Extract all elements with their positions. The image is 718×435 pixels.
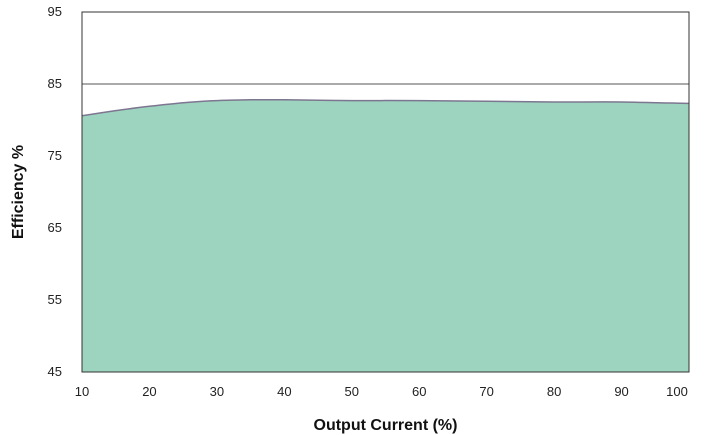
x-tick-label: 20 bbox=[142, 384, 156, 399]
x-axis-ticks: 10 20 30 40 50 60 70 80 90 100 bbox=[75, 384, 688, 399]
x-tick-label: 100 bbox=[666, 384, 688, 399]
x-tick-label: 50 bbox=[345, 384, 359, 399]
y-tick-label: 65 bbox=[48, 220, 62, 235]
y-axis-ticks: 45 55 65 75 85 95 bbox=[48, 4, 62, 379]
x-tick-label: 80 bbox=[547, 384, 561, 399]
y-tick-label: 85 bbox=[48, 76, 62, 91]
y-axis-title: Efficiency % bbox=[10, 145, 27, 239]
x-axis-title: Output Current (%) bbox=[314, 417, 458, 434]
efficiency-area bbox=[82, 99, 689, 372]
x-tick-label: 70 bbox=[479, 384, 493, 399]
x-tick-label: 40 bbox=[277, 384, 291, 399]
efficiency-curve bbox=[81, 98, 690, 117]
y-tick-label: 45 bbox=[48, 364, 62, 379]
x-tick-label: 30 bbox=[210, 384, 224, 399]
y-tick-label: 55 bbox=[48, 292, 62, 307]
y-tick-label: 75 bbox=[48, 148, 62, 163]
plot-frame bbox=[81, 11, 690, 373]
x-tick-label: 60 bbox=[412, 384, 426, 399]
x-tick-label: 90 bbox=[614, 384, 628, 399]
x-tick-label: 10 bbox=[75, 384, 89, 399]
y-tick-label: 95 bbox=[48, 4, 62, 19]
